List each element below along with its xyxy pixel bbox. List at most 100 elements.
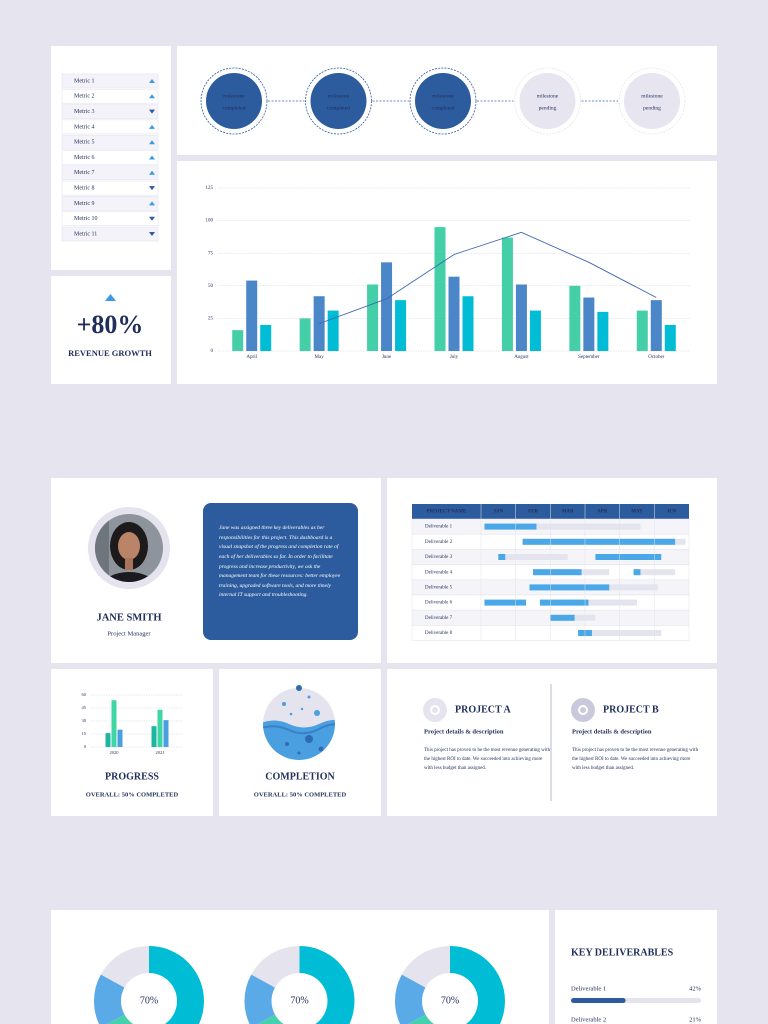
project-subtitle: Project details & description — [424, 728, 504, 735]
metric-row — [61, 150, 159, 165]
gantt-row-label: Deliverable 1 — [425, 525, 453, 530]
donut-center-label: 70% — [140, 995, 158, 1006]
milestone-ring — [409, 67, 477, 135]
y-tick-label: 25 — [208, 317, 214, 322]
x-tick-label: September — [578, 355, 600, 360]
bar — [246, 280, 258, 351]
metric-row — [61, 134, 159, 150]
gantt-bar — [484, 523, 537, 530]
x-tick-label: July — [450, 355, 459, 360]
gantt-bar — [498, 554, 506, 560]
donuts-panel: 70% 70% 70% — [51, 910, 549, 1024]
y-tick-label: 15 — [82, 731, 87, 736]
chart-subtitle: OVERALL: 50% COMPLETED — [86, 791, 179, 798]
milestone-ring — [200, 67, 268, 135]
metric-row — [61, 104, 159, 119]
gantt-header-label: JAN — [493, 510, 503, 515]
bar — [395, 300, 407, 351]
panel-graphic: PROJECT NAME JAN FEB MAR APR MAY JUN Deliverabl… — [411, 504, 690, 641]
profile-graphic: JANE SMITH Project Manager — [88, 503, 358, 640]
milestone-text: milestone — [432, 93, 454, 99]
gantt-header-label: PROJECT NAME — [427, 510, 467, 515]
progress-panel: 0 15 30 45 60 2020 2021 PROGRESS OVERALL: 50% CO… — [51, 669, 213, 816]
gantt-header-label: MAR — [562, 510, 574, 515]
project-title: PROJECT B — [603, 704, 659, 715]
revenue-label: REVENUE GROWTH — [68, 348, 152, 358]
bar — [157, 709, 163, 747]
gantt-bar — [484, 523, 641, 530]
metric-label: Metric 5 — [74, 140, 95, 146]
gantt-row-label: Deliverable 6 — [425, 601, 453, 606]
gantt-bar — [484, 599, 527, 606]
donut-segment — [251, 946, 300, 988]
y-tick-label: 0 — [84, 744, 87, 749]
y-tick-label: 60 — [82, 692, 87, 697]
x-tick-label: 2021 — [156, 750, 165, 755]
metrics-panel: Metric 1 Metric 2 Metric 3 Metric 4 Metric 5… — [51, 46, 171, 270]
donut-segment — [94, 974, 125, 1024]
bar — [381, 262, 393, 351]
gantt-bar — [595, 554, 662, 560]
panel-graphic: 70% 70% 70% — [94, 946, 505, 1024]
gantt-row-label: Deliverable 7 — [425, 616, 453, 621]
gantt-header-label: FEB — [528, 510, 538, 515]
milestone-text: milestone — [223, 93, 245, 99]
donut-segment — [244, 974, 275, 1024]
panel-graphic: 0 25 50 75 100 125 April May June July August Septe… — [206, 186, 690, 360]
completion-globe — [263, 688, 335, 760]
bar — [448, 276, 460, 351]
x-tick-label: April — [246, 355, 257, 360]
completion-subtitle: OVERALL: 50% COMPLETED — [254, 791, 347, 798]
completion-graphic: COMPLETION OVERALL: 50% COMPLETED — [254, 685, 347, 798]
gantt-bar — [498, 554, 568, 560]
y-tick-label: 125 — [206, 186, 214, 191]
gantt-header-label: APR — [597, 510, 608, 515]
gantt-bar — [633, 569, 641, 576]
completion-panel: COMPLETION OVERALL: 50% COMPLETED — [219, 669, 381, 816]
metric-row — [61, 211, 159, 226]
y-tick-label: 100 — [206, 219, 214, 224]
milestone-status: pending — [539, 105, 557, 111]
metric-label: Metric 6 — [74, 155, 95, 161]
trend-arrow — [149, 232, 155, 236]
metric-label: Metric 8 — [74, 185, 95, 191]
trend-arrow — [149, 140, 155, 145]
milestone-node — [624, 73, 680, 129]
metric-row — [61, 165, 159, 181]
donut-segment — [401, 946, 450, 988]
milestone-status: completed — [223, 105, 246, 111]
metric-row — [61, 226, 159, 242]
trend-arrow — [149, 155, 155, 160]
trend-arrow — [149, 216, 155, 221]
milestone-ring — [514, 67, 581, 135]
donut-segment — [395, 974, 426, 1024]
gantt-bar — [522, 538, 676, 545]
deliverable-value-label: 21% — [689, 1016, 702, 1023]
bar — [569, 285, 581, 351]
bar — [664, 324, 676, 351]
bar — [151, 726, 157, 747]
metric-label: Metric 10 — [74, 216, 98, 222]
panel-graphic: milestone completed milestone completed mile… — [200, 67, 686, 135]
metric-label: Metric 4 — [74, 124, 95, 130]
completion-title: COMPLETION — [265, 771, 335, 782]
panel-graphic: KEY DELIVERABLES Deliverable 1 42% Delivera… — [571, 947, 702, 1023]
gantt-bar — [533, 569, 582, 576]
project-text: This project has proven to be the most r… — [572, 748, 699, 771]
trend-arrow — [149, 79, 155, 83]
x-tick-label: 2020 — [110, 750, 120, 755]
milestone-node — [310, 73, 367, 129]
revenue-panel: +80% REVENUE GROWTH — [51, 276, 171, 384]
donut-segment — [450, 946, 505, 1024]
bar — [597, 311, 609, 351]
profile-panel: JANE SMITH Project Manager Jane was assi… — [51, 478, 381, 663]
metric-label: Metric 2 — [74, 94, 95, 100]
deliverable-name: Deliverable 2 — [571, 1016, 606, 1023]
milestones-panel: milestone completed milestone completed mile… — [177, 46, 717, 155]
gantt-bar — [529, 584, 610, 591]
bar — [327, 310, 339, 351]
profile-role: Project Manager — [107, 630, 151, 637]
project-icon-glyph — [430, 705, 440, 715]
metric-label: Metric 9 — [74, 201, 95, 207]
